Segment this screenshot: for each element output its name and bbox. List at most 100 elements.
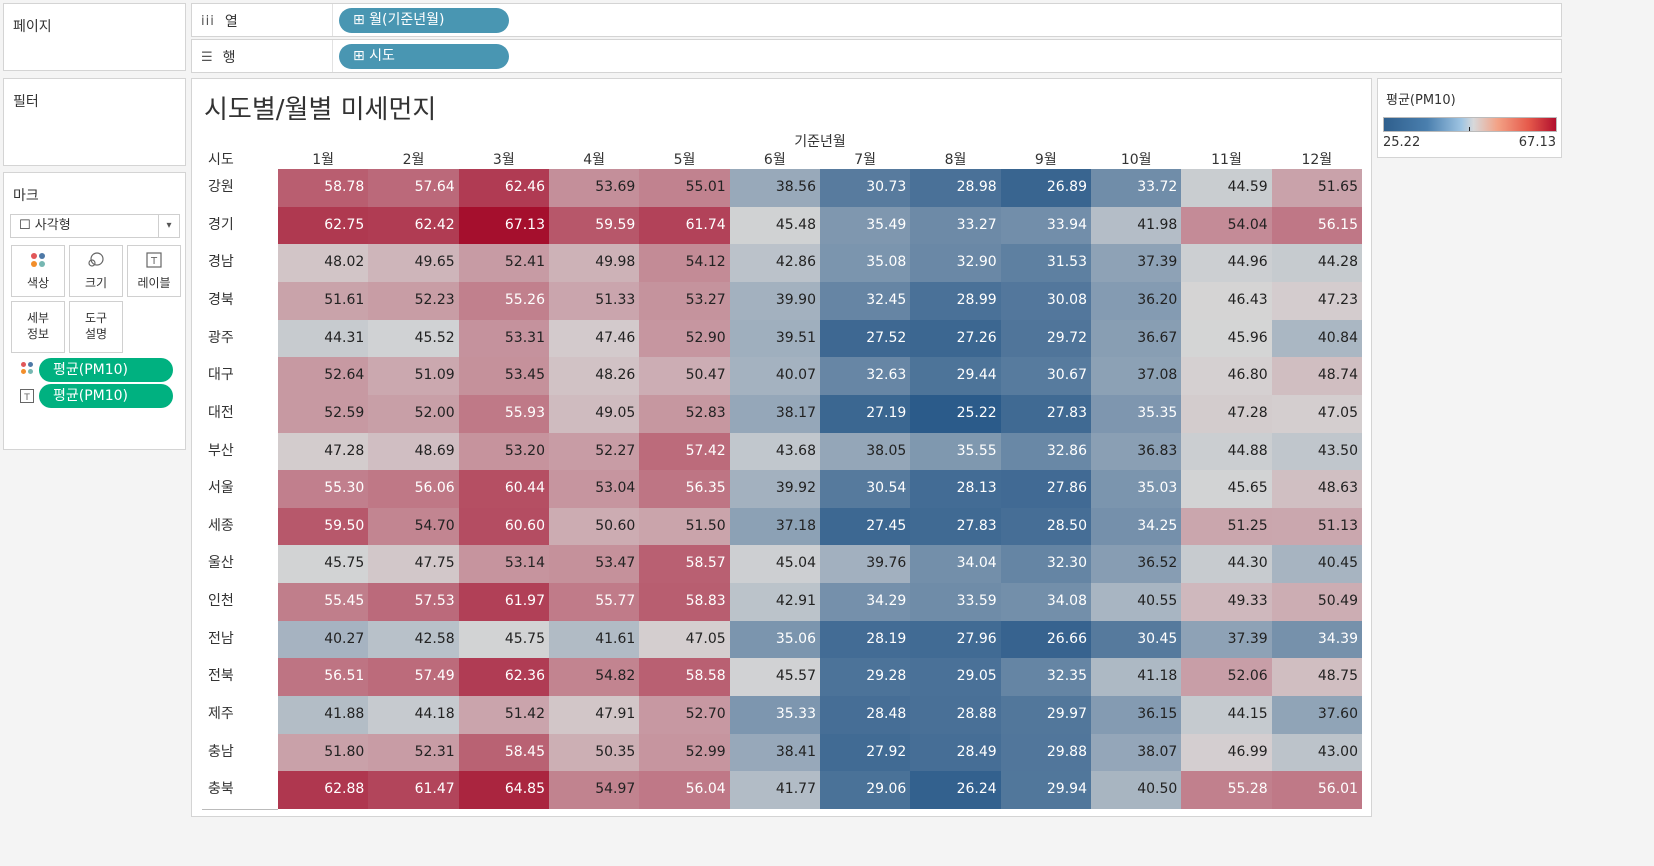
heatmap-cell[interactable]: 55.93 <box>458 394 549 433</box>
heatmap-cell[interactable]: 56.35 <box>639 470 730 508</box>
heatmap-cell[interactable]: 45.75 <box>278 545 369 584</box>
heatmap-cell[interactable]: 40.50 <box>1091 771 1182 809</box>
heatmap-cell[interactable]: 47.05 <box>1271 394 1362 433</box>
heatmap-cell[interactable]: 34.39 <box>1271 620 1362 659</box>
heatmap-cell[interactable]: 53.14 <box>458 545 549 584</box>
heatmap-cell[interactable]: 51.61 <box>278 281 369 320</box>
heatmap-cell[interactable]: 30.08 <box>1000 281 1091 320</box>
heatmap-cell[interactable]: 48.63 <box>1271 470 1362 508</box>
heatmap-cell[interactable]: 45.48 <box>729 206 820 245</box>
pages-panel[interactable]: 페이지 <box>3 3 186 71</box>
heatmap-cell[interactable]: 35.35 <box>1091 394 1182 433</box>
row-header[interactable]: 부산 <box>208 442 234 459</box>
heatmap-cell[interactable]: 56.01 <box>1271 771 1362 809</box>
heatmap-cell[interactable]: 29.88 <box>1000 733 1091 772</box>
heatmap-cell[interactable]: 58.78 <box>278 169 369 207</box>
heatmap-cell[interactable]: 48.02 <box>278 244 369 282</box>
heatmap-cell[interactable]: 44.96 <box>1181 244 1272 282</box>
heatmap-cell[interactable]: 29.94 <box>1000 771 1091 809</box>
heatmap-cell[interactable]: 28.48 <box>820 696 911 734</box>
column-header[interactable]: 9월 <box>1034 152 1057 168</box>
heatmap-cell[interactable]: 52.70 <box>639 696 730 734</box>
row-header[interactable]: 전북 <box>208 668 234 685</box>
heatmap-cell[interactable]: 37.08 <box>1091 357 1182 395</box>
heatmap-cell[interactable]: 35.33 <box>729 696 820 734</box>
heatmap-cell[interactable]: 29.28 <box>820 658 911 697</box>
row-header[interactable]: 서울 <box>208 480 234 497</box>
row-header[interactable]: 대전 <box>208 404 234 421</box>
heatmap-cell[interactable]: 28.88 <box>910 696 1001 734</box>
heatmap-cell[interactable]: 46.99 <box>1181 733 1272 772</box>
columns-pill-month[interactable]: ⊞ 월(기준년월) <box>339 8 509 33</box>
heatmap-cell[interactable]: 44.15 <box>1181 696 1272 734</box>
heatmap-cell[interactable]: 45.75 <box>458 620 549 659</box>
heatmap-cell[interactable]: 47.28 <box>1181 394 1272 433</box>
heatmap-cell[interactable]: 62.88 <box>278 771 369 809</box>
heatmap-cell[interactable]: 29.97 <box>1000 696 1091 734</box>
heatmap-cell[interactable]: 30.54 <box>820 470 911 508</box>
heatmap-cell[interactable]: 45.65 <box>1181 470 1272 508</box>
heatmap-cell[interactable]: 57.64 <box>368 169 459 207</box>
color-button[interactable]: 색상 <box>11 245 65 297</box>
heatmap-cell[interactable]: 34.25 <box>1091 507 1182 546</box>
heatmap-cell[interactable]: 39.90 <box>729 281 820 320</box>
heatmap-cell[interactable]: 53.27 <box>639 281 730 320</box>
detail-button[interactable]: 세부 정보 <box>11 301 65 353</box>
heatmap-cell[interactable]: 27.83 <box>910 507 1001 546</box>
heatmap-cell[interactable]: 59.50 <box>278 507 369 546</box>
heatmap-cell[interactable]: 67.13 <box>458 206 549 245</box>
heatmap-cell[interactable]: 57.49 <box>368 658 459 697</box>
heatmap-cell[interactable]: 40.55 <box>1091 583 1182 621</box>
heatmap-cell[interactable]: 51.65 <box>1271 169 1362 207</box>
heatmap-cell[interactable]: 48.26 <box>549 357 640 395</box>
heatmap-cell[interactable]: 52.27 <box>549 432 640 471</box>
heatmap-cell[interactable]: 50.35 <box>549 733 640 772</box>
row-header[interactable]: 대구 <box>208 367 234 384</box>
heatmap-cell[interactable]: 53.20 <box>458 432 549 471</box>
heatmap-cell[interactable]: 41.18 <box>1091 658 1182 697</box>
column-header[interactable]: 2월 <box>402 152 425 168</box>
heatmap-cell[interactable]: 62.42 <box>368 206 459 245</box>
heatmap-cell[interactable]: 44.88 <box>1181 432 1272 471</box>
heatmap-cell[interactable]: 51.13 <box>1271 507 1362 546</box>
heatmap-cell[interactable]: 60.60 <box>458 507 549 546</box>
heatmap-cell[interactable]: 52.41 <box>458 244 549 282</box>
heatmap-cell[interactable]: 36.83 <box>1091 432 1182 471</box>
heatmap-cell[interactable]: 48.74 <box>1271 357 1362 395</box>
heatmap-cell[interactable]: 34.08 <box>1000 583 1091 621</box>
heatmap-cell[interactable]: 47.23 <box>1271 281 1362 320</box>
heatmap-cell[interactable]: 46.80 <box>1181 357 1272 395</box>
heatmap-cell[interactable]: 33.72 <box>1091 169 1182 207</box>
heatmap-cell[interactable]: 64.85 <box>458 771 549 809</box>
heatmap-cell[interactable]: 54.82 <box>549 658 640 697</box>
heatmap-cell[interactable]: 48.75 <box>1271 658 1362 697</box>
heatmap-cell[interactable]: 33.27 <box>910 206 1001 245</box>
row-header[interactable]: 경남 <box>208 254 234 271</box>
heatmap-cell[interactable]: 57.53 <box>368 583 459 621</box>
heatmap-cell[interactable]: 53.45 <box>458 357 549 395</box>
heatmap-cell[interactable]: 38.17 <box>729 394 820 433</box>
heatmap-cell[interactable]: 28.50 <box>1000 507 1091 546</box>
heatmap-cell[interactable]: 45.04 <box>729 545 820 584</box>
heatmap-cell[interactable]: 59.59 <box>549 206 640 245</box>
rows-pill-sido[interactable]: ⊞ 시도 <box>339 44 509 69</box>
heatmap-cell[interactable]: 50.47 <box>639 357 730 395</box>
heatmap-cell[interactable]: 50.49 <box>1271 583 1362 621</box>
heatmap-cell[interactable]: 41.98 <box>1091 206 1182 245</box>
heatmap-cell[interactable]: 29.06 <box>820 771 911 809</box>
heatmap-cell[interactable]: 62.46 <box>458 169 549 207</box>
heatmap-cell[interactable]: 57.42 <box>639 432 730 471</box>
heatmap-cell[interactable]: 32.63 <box>820 357 911 395</box>
heatmap-cell[interactable]: 56.06 <box>368 470 459 508</box>
heatmap-cell[interactable]: 39.76 <box>820 545 911 584</box>
heatmap-cell[interactable]: 40.84 <box>1271 319 1362 358</box>
heatmap-cell[interactable]: 45.57 <box>729 658 820 697</box>
heatmap-cell[interactable]: 61.47 <box>368 771 459 809</box>
row-header[interactable]: 울산 <box>208 555 234 572</box>
heatmap-cell[interactable]: 56.15 <box>1271 206 1362 245</box>
heatmap-cell[interactable]: 54.04 <box>1181 206 1272 245</box>
heatmap-cell[interactable]: 27.52 <box>820 319 911 358</box>
heatmap-cell[interactable]: 30.67 <box>1000 357 1091 395</box>
heatmap-cell[interactable]: 48.69 <box>368 432 459 471</box>
heatmap-cell[interactable]: 45.96 <box>1181 319 1272 358</box>
